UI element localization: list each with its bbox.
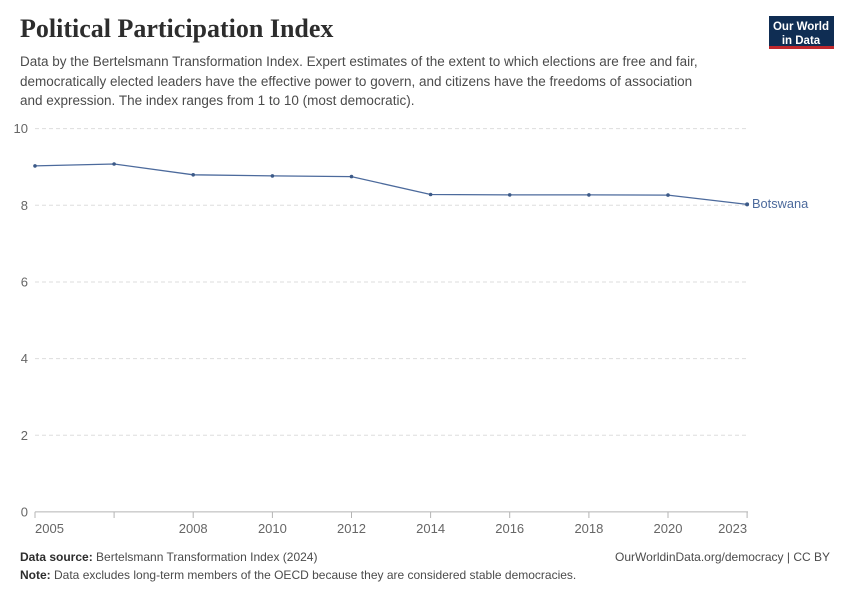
svg-text:2005: 2005 [35,521,64,536]
svg-text:2: 2 [21,428,28,443]
svg-text:0: 0 [21,504,28,519]
svg-text:2010: 2010 [258,521,287,536]
svg-text:6: 6 [21,275,28,290]
svg-text:2020: 2020 [654,521,683,536]
svg-text:2012: 2012 [337,521,366,536]
svg-text:8: 8 [21,198,28,213]
svg-text:2008: 2008 [179,521,208,536]
svg-text:2016: 2016 [495,521,524,536]
svg-text:Botswana: Botswana [752,196,809,211]
svg-text:2014: 2014 [416,521,445,536]
svg-text:2023: 2023 [718,521,747,536]
svg-text:4: 4 [21,351,28,366]
svg-text:2018: 2018 [574,521,603,536]
svg-text:10: 10 [14,121,28,136]
